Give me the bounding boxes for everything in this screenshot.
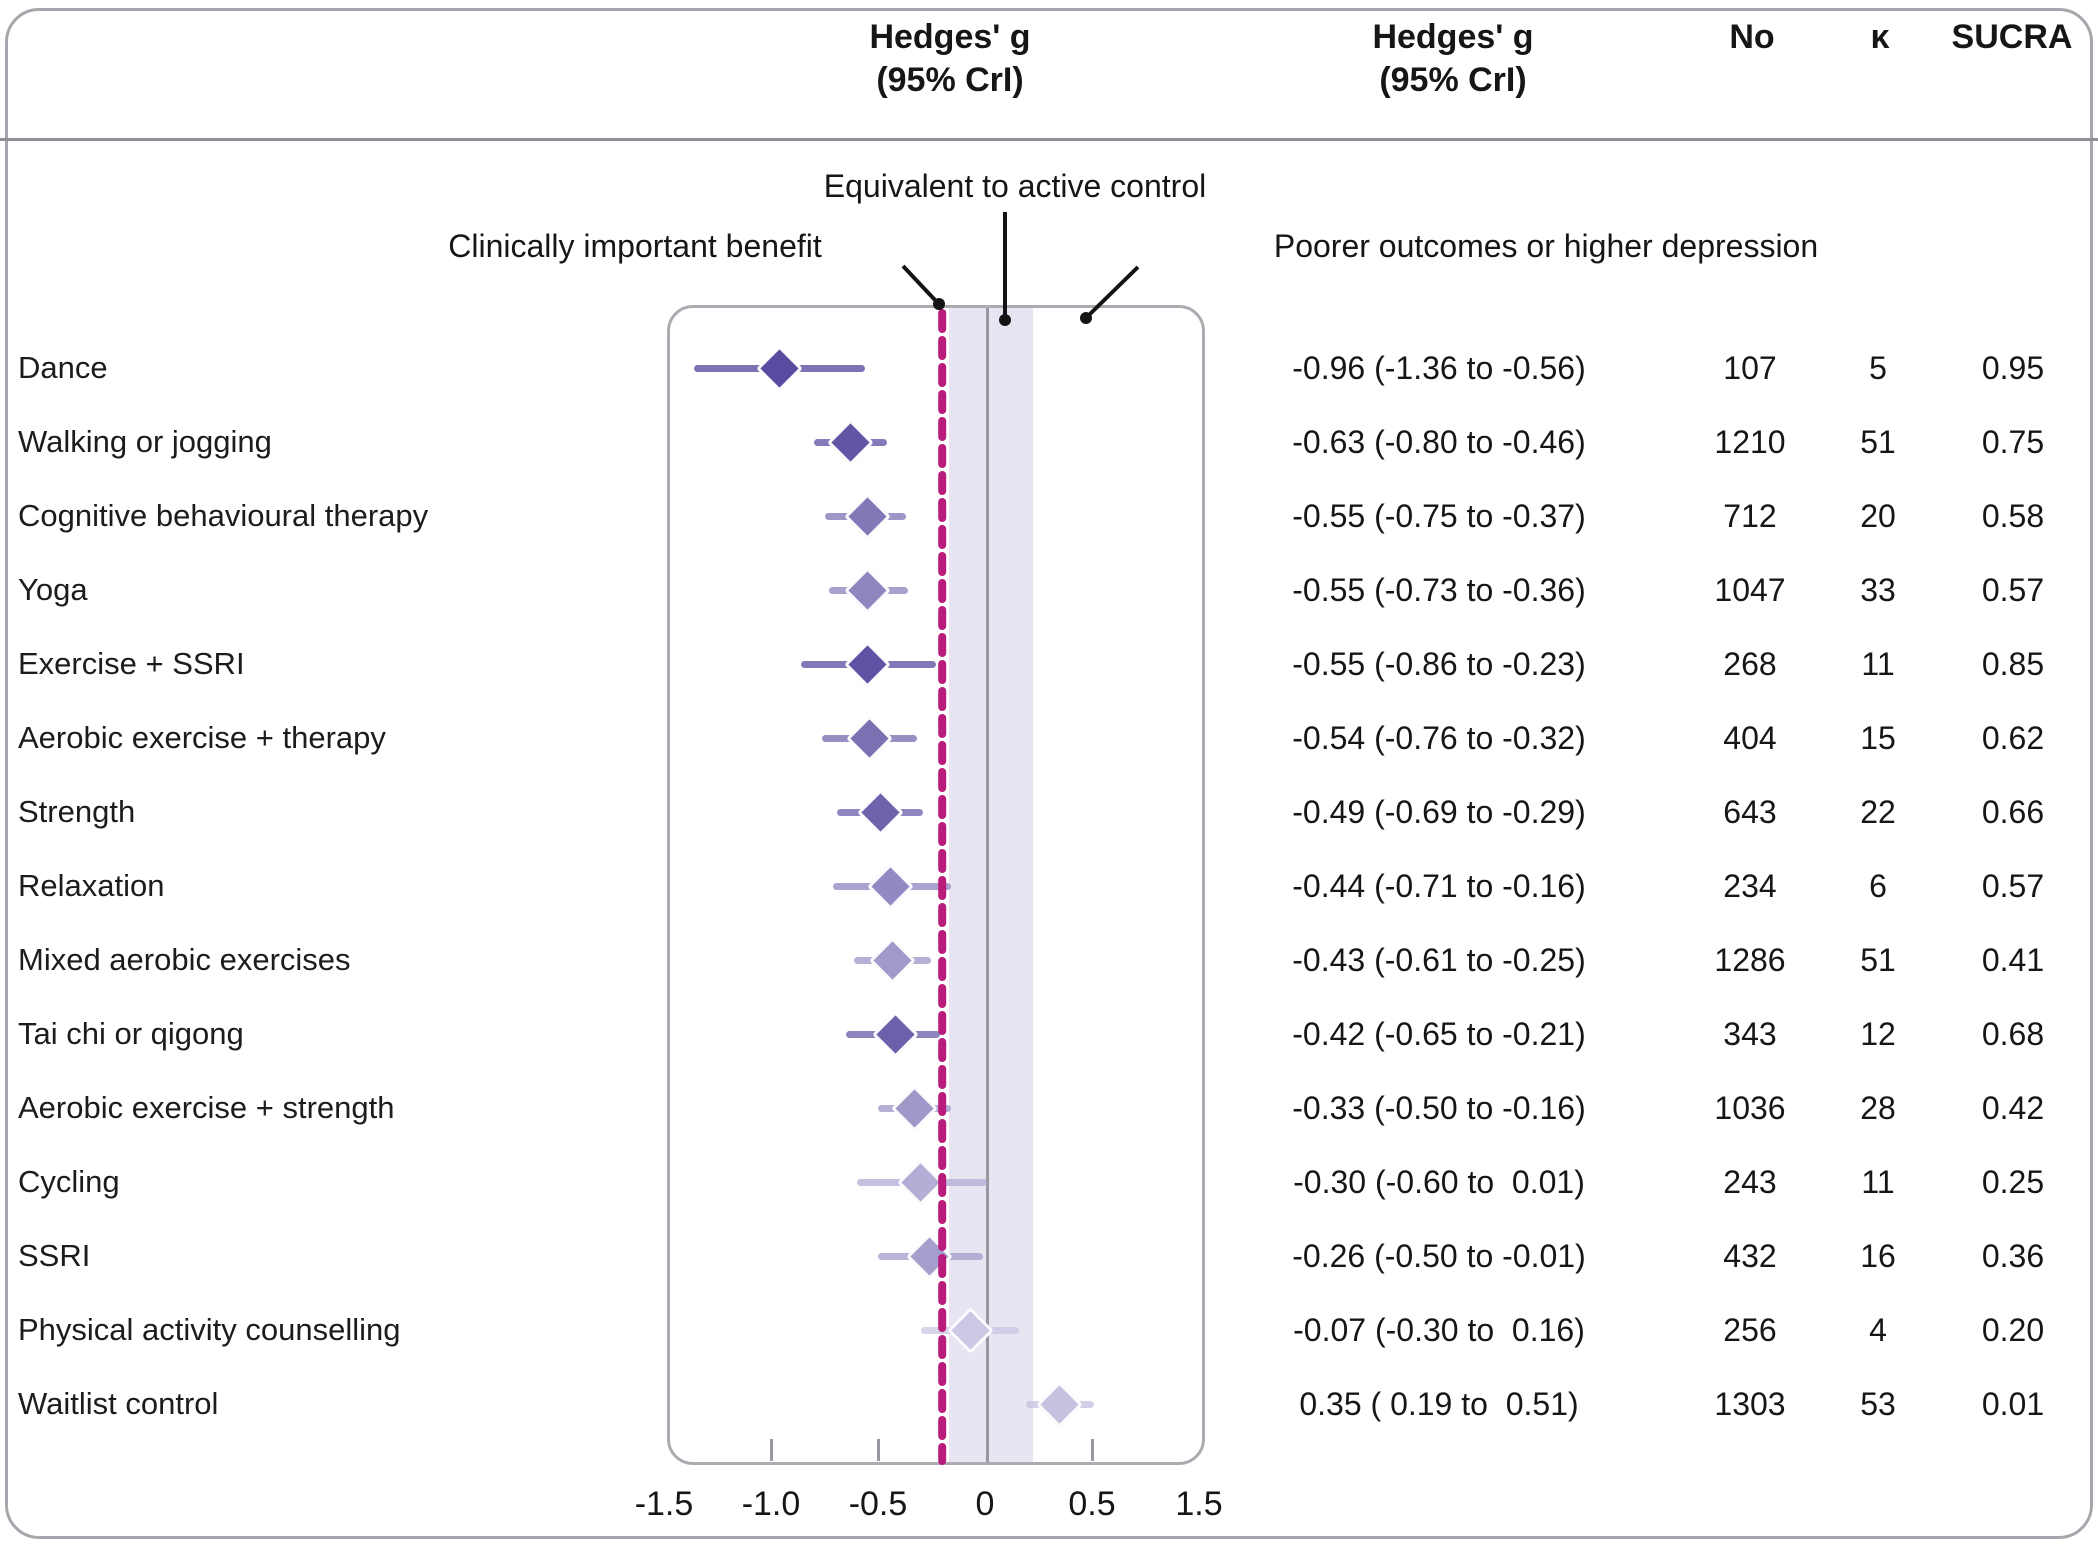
sucra-cell: 0.57 — [1981, 868, 2045, 904]
no-cell: 404 — [1723, 720, 1777, 756]
axis-tick-label: 1.5 — [1175, 1485, 1223, 1523]
kappa-cell: 15 — [1860, 720, 1896, 756]
sucra-cell: 0.62 — [1981, 720, 2045, 756]
no-cell: 107 — [1723, 350, 1777, 386]
ci-text-cell: -0.54 (-0.76 to -0.32) — [1292, 720, 1586, 756]
kappa-cell: 5 — [1869, 350, 1887, 386]
no-cell: 643 — [1723, 794, 1777, 830]
kappa-cell: 12 — [1860, 1016, 1896, 1052]
ci-text-cell: -0.42 (-0.65 to -0.21) — [1292, 1016, 1586, 1052]
annotation-poorer-outcomes: Poorer outcomes or higher depression — [1273, 228, 1819, 264]
annotation-equivalent-active-control: Equivalent to active control — [823, 168, 1207, 204]
row-label: Physical activity counselling — [18, 1312, 401, 1347]
no-cell: 1210 — [1714, 424, 1786, 460]
no-cell: 256 — [1723, 1312, 1777, 1348]
ci-text-cell: 0.35 ( 0.19 to 0.51) — [1299, 1386, 1579, 1422]
sucra-cell: 0.66 — [1981, 794, 2045, 830]
ci-text-cell: -0.55 (-0.86 to -0.23) — [1292, 646, 1586, 682]
sucra-cell: 0.01 — [1981, 1386, 2045, 1422]
kappa-cell: 11 — [1861, 646, 1895, 682]
sucra-cell: 0.95 — [1981, 350, 2045, 386]
no-cell: 712 — [1723, 498, 1777, 534]
ci-text-cell: -0.26 (-0.50 to -0.01) — [1292, 1238, 1586, 1274]
ci-text-cell: -0.96 (-1.36 to -0.56) — [1292, 350, 1586, 386]
row-label: SSRI — [18, 1238, 91, 1273]
column-header-kappa: κ — [1870, 18, 1890, 56]
axis-tick-label: 0.5 — [1068, 1485, 1116, 1523]
no-cell: 343 — [1723, 1016, 1777, 1052]
ci-text-cell: -0.49 (-0.69 to -0.29) — [1292, 794, 1586, 830]
kappa-cell: 33 — [1860, 572, 1896, 608]
row-label: Strength — [18, 794, 136, 829]
axis-tick-label: -0.5 — [848, 1485, 908, 1523]
axis-tick-label: -1.5 — [634, 1485, 694, 1523]
row-label: Aerobic exercise + therapy — [18, 720, 386, 755]
row-label: Waitlist control — [18, 1386, 219, 1421]
ci-text-cell: -0.43 (-0.61 to -0.25) — [1292, 942, 1586, 978]
kappa-cell: 28 — [1860, 1090, 1896, 1126]
sucra-cell: 0.68 — [1981, 1016, 2045, 1052]
axis-tick-label: 0 — [975, 1485, 995, 1523]
annotation-clinically-important-benefit: Clinically important benefit — [448, 228, 822, 264]
column-header-no: No — [1729, 18, 1775, 56]
column-header-sucra: SUCRA — [1951, 18, 2073, 56]
no-cell: 432 — [1723, 1238, 1777, 1274]
axis-tick-mark — [1090, 1439, 1094, 1461]
header-separator-line — [0, 138, 2098, 141]
zero-reference-line — [986, 308, 989, 1462]
no-cell: 1303 — [1714, 1386, 1786, 1422]
ci-text-cell: -0.33 (-0.50 to -0.16) — [1292, 1090, 1586, 1126]
kappa-cell: 6 — [1869, 868, 1887, 904]
axis-tick-label: -1.0 — [741, 1485, 801, 1523]
column-header-text-hedges-g: Hedges' g (95% CrI) — [1372, 18, 1534, 99]
ci-text-cell: -0.55 (-0.73 to -0.36) — [1292, 572, 1586, 608]
kappa-cell: 20 — [1860, 498, 1896, 534]
no-cell: 1047 — [1714, 572, 1786, 608]
row-label: Dance — [18, 350, 108, 385]
sucra-cell: 0.85 — [1981, 646, 2045, 682]
sucra-cell: 0.41 — [1981, 942, 2045, 978]
ci-text-cell: -0.07 (-0.30 to 0.16) — [1293, 1312, 1585, 1348]
sucra-cell: 0.36 — [1981, 1238, 2045, 1274]
row-label: Tai chi or qigong — [18, 1016, 244, 1051]
kappa-cell: 51 — [1860, 424, 1896, 460]
sucra-cell: 0.20 — [1981, 1312, 2045, 1348]
row-label: Yoga — [18, 572, 88, 607]
row-label: Mixed aerobic exercises — [18, 942, 351, 977]
axis-tick-mark — [876, 1439, 880, 1461]
sucra-cell: 0.57 — [1981, 572, 2045, 608]
ci-text-cell: -0.44 (-0.71 to -0.16) — [1292, 868, 1586, 904]
ci-text-cell: -0.63 (-0.80 to -0.46) — [1292, 424, 1586, 460]
kappa-cell: 16 — [1860, 1238, 1896, 1274]
column-header-plot-hedges-g: Hedges' g (95% CrI) — [869, 18, 1031, 99]
sucra-cell: 0.42 — [1981, 1090, 2045, 1126]
kappa-cell: 11 — [1861, 1164, 1895, 1200]
no-cell: 234 — [1723, 868, 1777, 904]
row-label: Walking or jogging — [18, 424, 272, 459]
ci-text-cell: -0.55 (-0.75 to -0.37) — [1292, 498, 1586, 534]
kappa-cell: 4 — [1869, 1312, 1887, 1348]
sucra-cell: 0.58 — [1981, 498, 2045, 534]
kappa-cell: 51 — [1860, 942, 1896, 978]
ci-text-cell: -0.30 (-0.60 to 0.01) — [1293, 1164, 1585, 1200]
row-label: Aerobic exercise + strength — [18, 1090, 395, 1125]
kappa-cell: 53 — [1860, 1386, 1896, 1422]
sucra-cell: 0.75 — [1981, 424, 2045, 460]
row-label: Cognitive behavioural therapy — [18, 498, 429, 533]
row-label: Relaxation — [18, 868, 165, 903]
no-cell: 268 — [1723, 646, 1777, 682]
no-cell: 1286 — [1714, 942, 1786, 978]
no-cell: 1036 — [1714, 1090, 1786, 1126]
row-label: Exercise + SSRI — [18, 646, 245, 681]
sucra-cell: 0.25 — [1981, 1164, 2045, 1200]
axis-tick-mark — [769, 1439, 773, 1461]
active-control-equivalence-band — [949, 308, 1033, 1462]
row-label: Cycling — [18, 1164, 120, 1199]
no-cell: 243 — [1723, 1164, 1777, 1200]
kappa-cell: 22 — [1860, 794, 1896, 830]
